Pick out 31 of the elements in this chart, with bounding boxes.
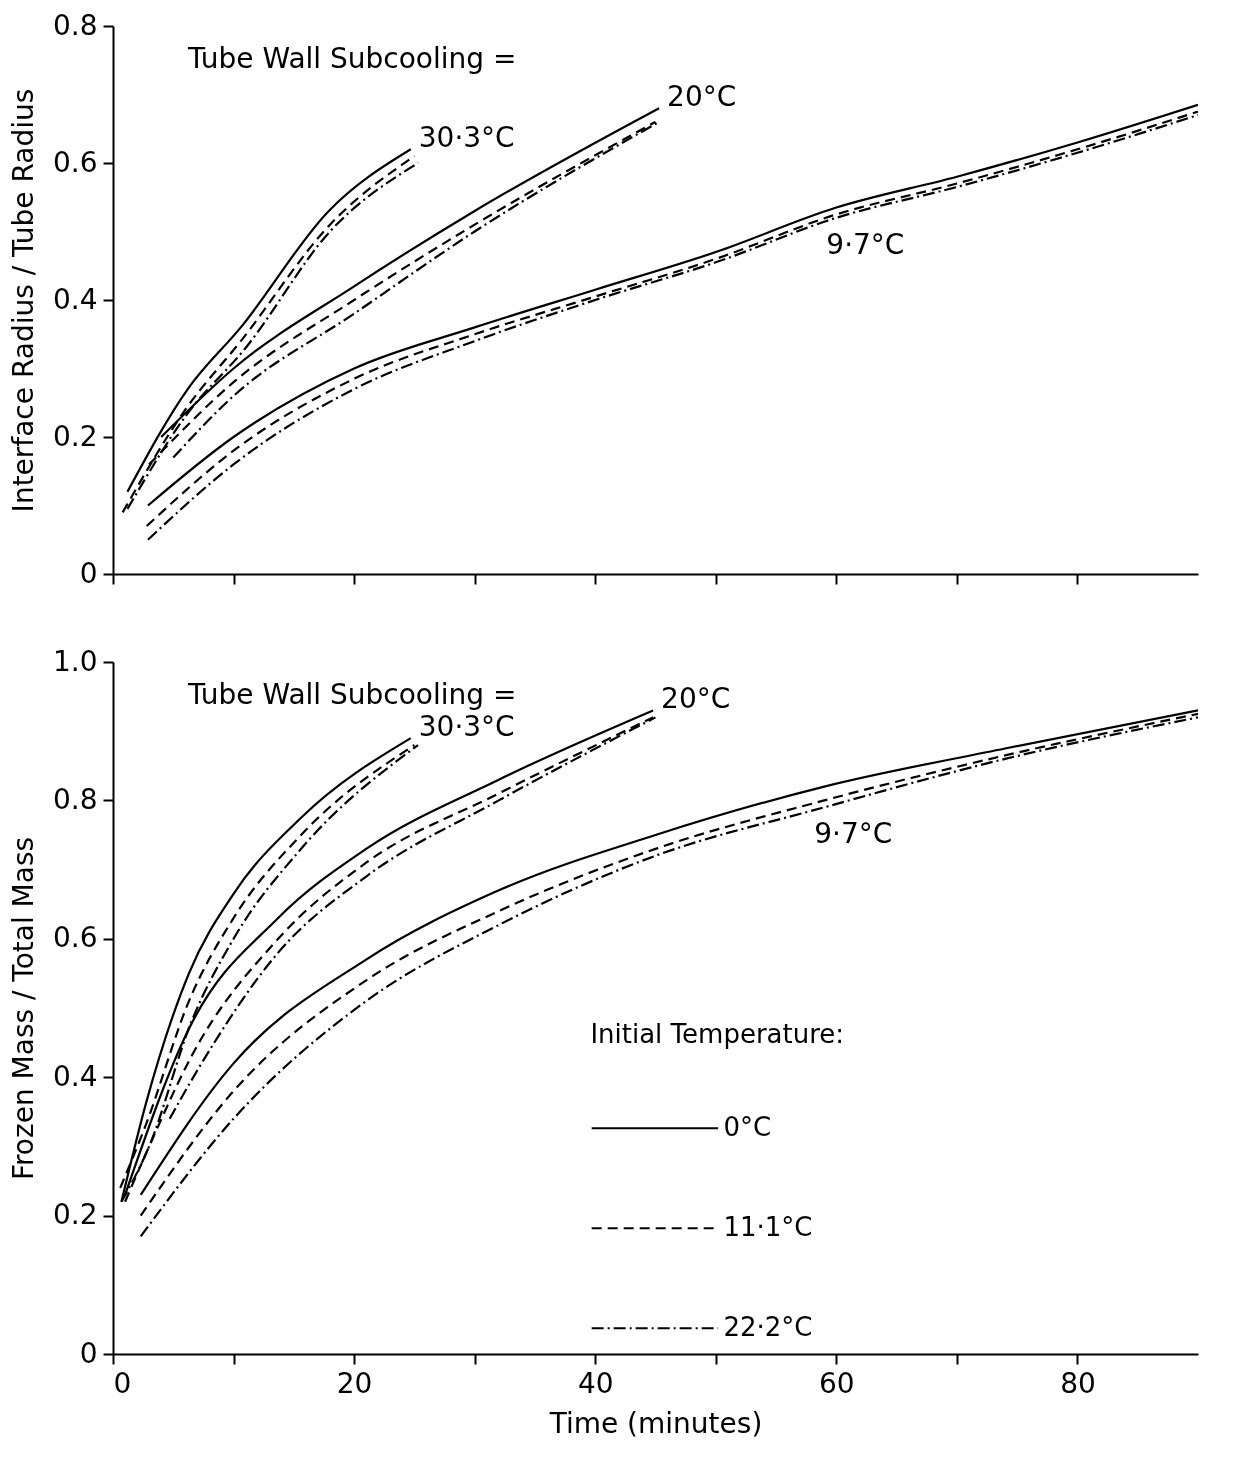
x-axis-title: Time (minutes) — [548, 1406, 763, 1440]
annotation: Tube Wall Subcooling = — [187, 42, 517, 75]
y-tick-label: 0.8 — [52, 8, 98, 42]
y-tick-label: 0 — [79, 1336, 98, 1370]
annotation: 9·7°C — [826, 227, 905, 261]
y-tick-label: 0.6 — [52, 145, 98, 179]
y-tick-label: 0.8 — [52, 782, 98, 816]
y-tick-label: 0.6 — [52, 921, 98, 955]
annotation: 20°C — [667, 80, 737, 114]
y-tick-label: 0.4 — [52, 282, 98, 316]
x-tick-label: 60 — [819, 1366, 855, 1400]
y-tick-label: 1.0 — [52, 644, 98, 678]
x-tick-label: 40 — [577, 1366, 614, 1400]
annotation: 30·3°C — [418, 710, 515, 744]
legend-title: Initial Temperature: — [590, 1018, 845, 1049]
legend-label: 0°C — [723, 1112, 772, 1143]
x-tick-label: 20 — [336, 1366, 373, 1400]
annotation: 30·3°C — [418, 121, 515, 155]
legend-label: 11·1°C — [723, 1212, 813, 1243]
y-tick-label: 0.4 — [52, 1059, 98, 1093]
annotation: 20°C — [661, 682, 731, 716]
annotation: 9·7°C — [814, 817, 893, 851]
y-tick-label: 0.2 — [52, 1198, 98, 1232]
annotation: Tube Wall Subcooling = — [187, 678, 517, 711]
y-tick-label: 0 — [79, 556, 98, 590]
y-axis-title: Frozen Mass / Total Mass — [6, 836, 40, 1181]
y-axis-title: Interface Radius / Tube Radius — [6, 88, 40, 513]
x-tick-label: 0 — [113, 1366, 132, 1400]
x-tick-label: 80 — [1060, 1366, 1096, 1400]
y-tick-label: 0.2 — [52, 419, 98, 453]
legend-label: 22·2°C — [723, 1312, 813, 1343]
